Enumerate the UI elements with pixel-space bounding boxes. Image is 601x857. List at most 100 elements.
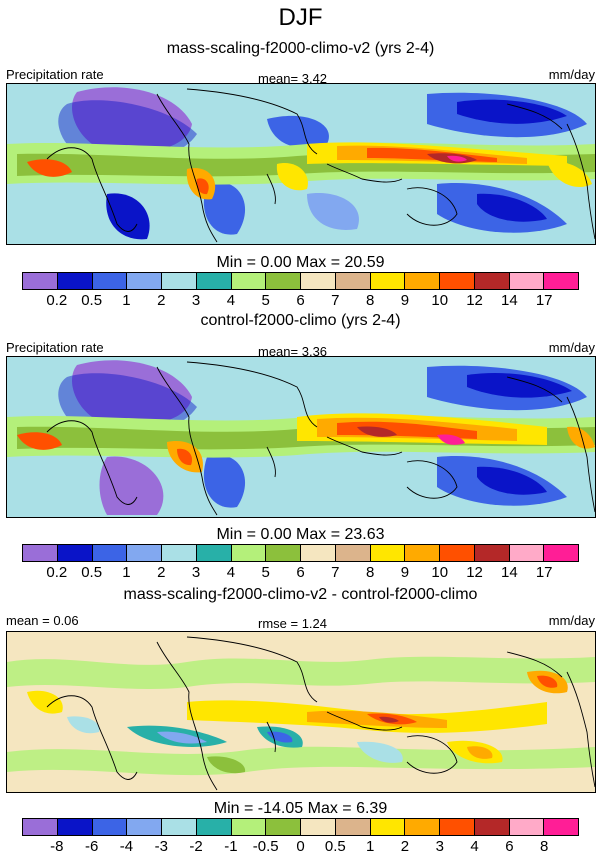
colorbar-swatch xyxy=(57,273,93,289)
panel-2-colorbar-ticks: 0.2 0.5 1 2 3 4 5 6 7 8 9 10 12 14 17 xyxy=(22,564,579,582)
colorbar-swatch xyxy=(440,545,475,561)
colorbar-tick-label: 6 xyxy=(296,292,305,309)
colorbar-swatch xyxy=(544,819,578,835)
colorbar-swatch xyxy=(266,273,301,289)
panel-3-map-svg xyxy=(7,632,595,792)
colorbar-swatch xyxy=(92,545,128,561)
colorbar-swatch xyxy=(23,545,58,561)
colorbar-tick-label: 8 xyxy=(365,292,375,309)
colorbar-tick-label: 10 xyxy=(431,292,449,309)
panel-3-rmse-label: rmse = 1.24 xyxy=(258,616,328,631)
colorbar-tick-label: 0.2 xyxy=(46,564,68,581)
colorbar-swatch xyxy=(405,273,440,289)
panel-1-units-label: mm/day xyxy=(548,67,595,82)
panel-3-mean-label: mean = 0.06 xyxy=(6,613,79,628)
colorbar-tick-label: -2 xyxy=(189,838,203,855)
panel-2-map-svg xyxy=(7,357,595,517)
colorbar-tick-label: 0.5 xyxy=(81,292,103,309)
colorbar-swatch xyxy=(335,273,371,289)
colorbar-swatch xyxy=(335,545,371,561)
colorbar-swatch xyxy=(162,819,197,835)
colorbar-swatch xyxy=(474,545,510,561)
panel-3-subtitle: mass-scaling-f2000-climo-v2 - control-f2… xyxy=(123,586,478,603)
colorbar-swatch xyxy=(231,545,267,561)
colorbar-tick-label: 1 xyxy=(122,564,131,581)
colorbar-tick-label: 4 xyxy=(226,292,236,309)
colorbar-swatch xyxy=(266,545,301,561)
colorbar-swatch xyxy=(92,273,128,289)
colorbar-swatch xyxy=(301,819,336,835)
colorbar-tick-label: 0.5 xyxy=(81,564,103,581)
colorbar-tick-label: -1 xyxy=(224,838,238,855)
panel-2-variable-label: Precipitation rate xyxy=(6,340,104,355)
colorbar-tick-label: 12 xyxy=(466,564,483,581)
colorbar-swatch xyxy=(474,273,510,289)
panel-3-colorbar xyxy=(22,818,579,836)
colorbar-swatch xyxy=(370,819,406,835)
colorbar-swatch xyxy=(509,273,545,289)
colorbar-swatch xyxy=(301,545,336,561)
colorbar-swatch xyxy=(370,273,406,289)
colorbar-tick-label: 8 xyxy=(365,564,375,581)
colorbar-tick-label: 14 xyxy=(501,564,518,581)
colorbar-swatch xyxy=(405,545,440,561)
colorbar-swatch xyxy=(544,273,578,289)
colorbar-swatch xyxy=(335,819,371,835)
panel-1-map xyxy=(6,83,596,245)
panel-2-map xyxy=(6,356,596,518)
colorbar-tick-label: -6 xyxy=(84,838,99,855)
figure-title: DJF xyxy=(278,4,323,31)
panel-2-units-label: mm/day xyxy=(548,340,595,355)
colorbar-tick-label: 0.2 xyxy=(46,292,68,309)
colorbar-tick-label: 1 xyxy=(122,292,131,309)
colorbar-tick-label: 3 xyxy=(191,564,201,581)
colorbar-swatch xyxy=(266,819,301,835)
colorbar-swatch xyxy=(23,819,58,835)
colorbar-tick-label: 14 xyxy=(501,292,518,309)
colorbar-swatch xyxy=(440,273,475,289)
colorbar-swatch xyxy=(509,545,545,561)
colorbar-tick-label: 17 xyxy=(535,564,553,581)
colorbar-tick-label: -8 xyxy=(50,838,64,855)
colorbar-tick-label: -4 xyxy=(119,838,134,855)
colorbar-tick-label: 17 xyxy=(535,292,553,309)
colorbar-swatch xyxy=(162,545,197,561)
panel-1-variable-label: Precipitation rate xyxy=(6,67,104,82)
colorbar-tick-label: 6 xyxy=(296,564,305,581)
colorbar-tick-label: 3 xyxy=(191,292,201,309)
colorbar-tick-label: 12 xyxy=(466,292,483,309)
panel-3-colorbar-ticks: -8 -6 -4 -3 -2 -1 -0.5 0 0.5 1 2 3 4 6 8 xyxy=(22,838,579,856)
colorbar-swatch xyxy=(57,819,93,835)
colorbar-tick-label: 4 xyxy=(226,564,236,581)
colorbar-tick-label: 9 xyxy=(400,292,410,309)
panel-3-minmax: Min = -14.05 Max = 6.39 xyxy=(213,800,388,817)
panel-2-subtitle: control-f2000-climo (yrs 2-4) xyxy=(200,312,401,329)
panel-2-colorbar xyxy=(22,544,579,562)
colorbar-swatch xyxy=(127,819,162,835)
panel-3-map xyxy=(6,631,596,793)
colorbar-tick-label: 7 xyxy=(331,292,340,309)
panel-2-mean-label: mean= 3.36 xyxy=(258,344,328,359)
colorbar-swatch xyxy=(127,273,162,289)
panel-1-minmax: Min = 0.00 Max = 20.59 xyxy=(216,254,385,271)
colorbar-swatch xyxy=(196,273,232,289)
colorbar-tick-label: 9 xyxy=(400,564,410,581)
colorbar-tick-label: 2 xyxy=(157,564,166,581)
colorbar-tick-label: 2 xyxy=(400,838,410,855)
colorbar-swatch xyxy=(57,545,93,561)
panel-1-subtitle: mass-scaling-f2000-climo-v2 (yrs 2-4) xyxy=(166,40,435,57)
colorbar-swatch xyxy=(509,819,545,835)
colorbar-swatch xyxy=(196,545,232,561)
colorbar-tick-label: 4 xyxy=(470,838,479,855)
colorbar-tick-label: 0.5 xyxy=(324,838,346,855)
colorbar-tick-label: 0 xyxy=(296,838,305,855)
panel-2-minmax: Min = 0.00 Max = 23.63 xyxy=(216,526,385,543)
colorbar-tick-label: 5 xyxy=(261,564,270,581)
panel-1-mean-label: mean= 3.42 xyxy=(258,71,328,86)
colorbar-tick-label: 8 xyxy=(540,838,549,855)
colorbar-swatch xyxy=(405,819,440,835)
colorbar-swatch xyxy=(92,819,128,835)
colorbar-swatch xyxy=(370,545,406,561)
colorbar-tick-label: 6 xyxy=(505,838,514,855)
colorbar-tick-label: 2 xyxy=(157,292,166,309)
